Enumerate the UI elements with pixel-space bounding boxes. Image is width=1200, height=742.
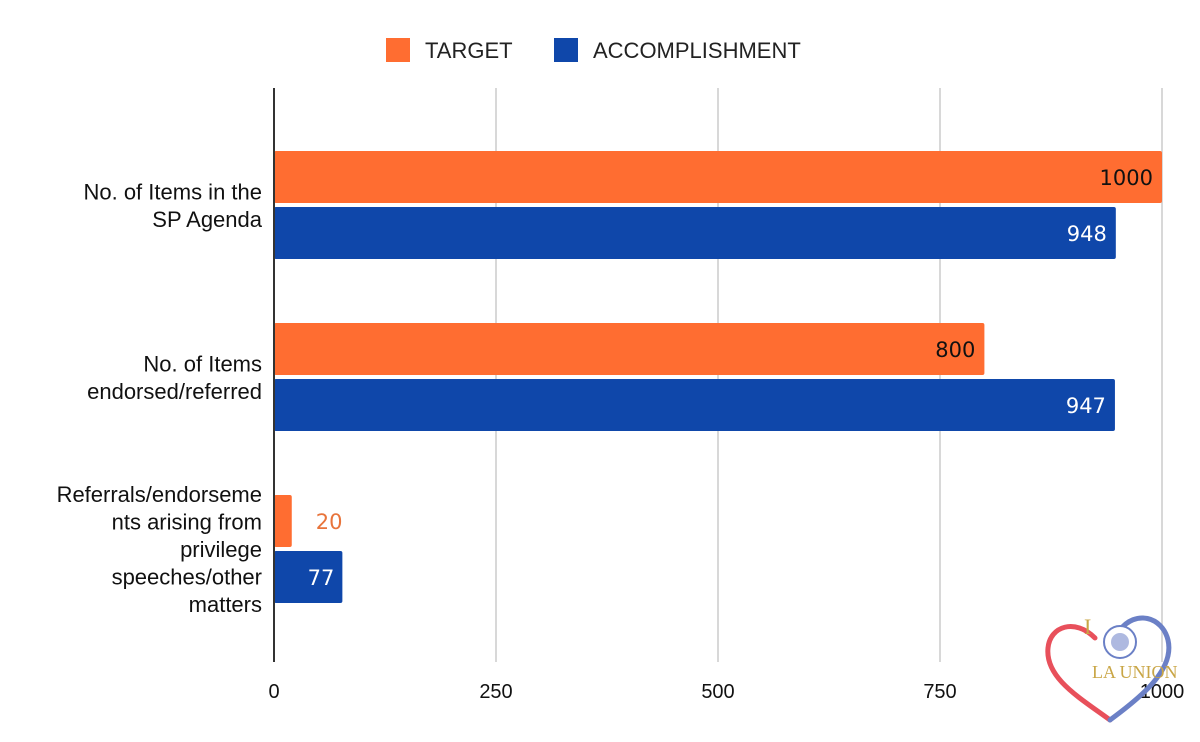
legend: TARGET ACCOMPLISHMENT: [386, 38, 801, 63]
bar-accomplishment-2: [274, 551, 343, 603]
x-tick-label-500: 500: [701, 681, 734, 703]
bar-accomplishment-1: [274, 379, 1115, 431]
bar-accomplishment-0: [274, 207, 1116, 259]
legend-swatch-target: [386, 38, 410, 62]
category-label-2: Referrals/endorseme nts arising from privi…: [57, 482, 262, 617]
logo-text-i: I: [1084, 614, 1091, 639]
data-label-accomplishment-2: 77: [308, 566, 335, 590]
logo-seal-center: [1111, 633, 1129, 651]
logo-heart-right: [1107, 615, 1172, 723]
data-labels: 1000 948 800 947 20 77: [308, 166, 1153, 590]
bars: [274, 151, 1162, 603]
x-tick-labels: 0 250 500 750 1000: [268, 681, 1184, 703]
category-labels: No. of Items in the SP Agenda No. of Items…: [57, 179, 263, 617]
data-label-target-1: 800: [935, 338, 975, 362]
category-label-1: No. of Items endorsed/referred: [87, 351, 262, 404]
data-label-accomplishment-0: 948: [1067, 222, 1107, 246]
data-label-target-2: 20: [316, 510, 343, 534]
x-tick-label-250: 250: [479, 681, 512, 703]
bar-target-1: [274, 323, 985, 375]
legend-label-target: TARGET: [425, 38, 513, 63]
data-label-accomplishment-1: 947: [1066, 394, 1106, 418]
x-tick-label-0: 0: [268, 681, 279, 703]
data-label-target-0: 1000: [1100, 166, 1153, 190]
legend-swatch-accomplishment: [554, 38, 578, 62]
x-tick-label-750: 750: [923, 681, 956, 703]
bar-target-0: [274, 151, 1162, 203]
la-union-logo: I LA UNION: [1045, 614, 1178, 723]
category-label-0: No. of Items in the SP Agenda: [83, 179, 262, 232]
bar-target-2: [274, 495, 292, 547]
logo-heart-left: [1045, 624, 1113, 723]
logo-text-name: LA UNION: [1092, 662, 1178, 682]
legend-label-accomplishment: ACCOMPLISHMENT: [593, 38, 801, 63]
